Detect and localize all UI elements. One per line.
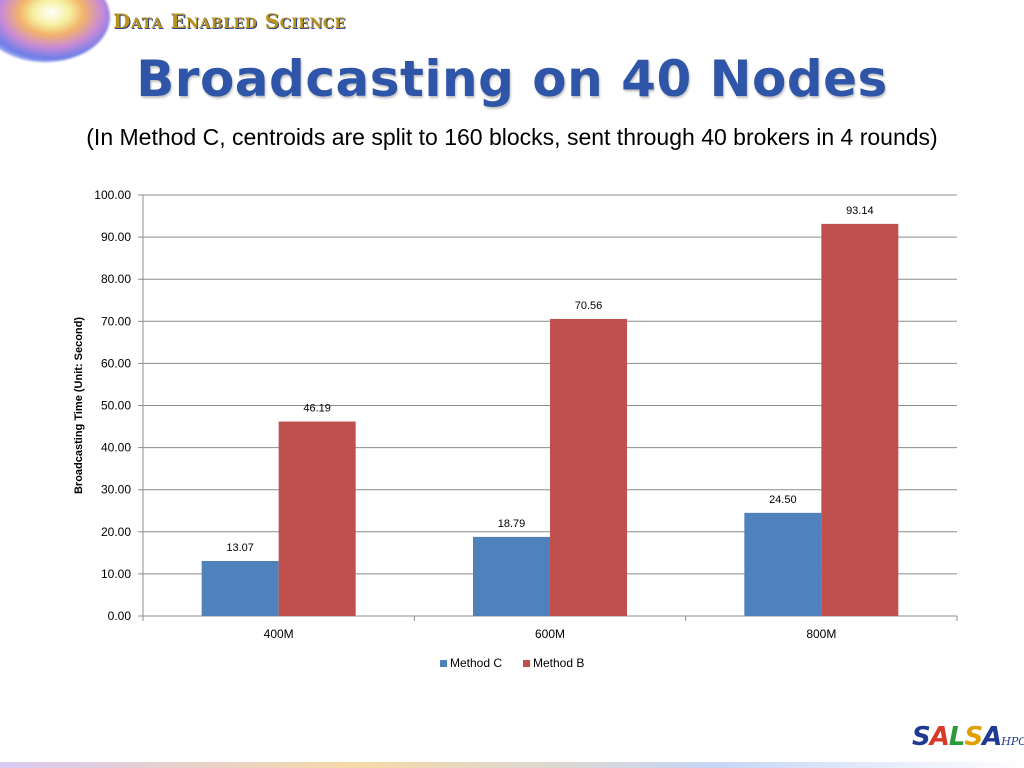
y-tick-label: 10.00: [101, 567, 131, 581]
y-tick-label: 90.00: [101, 230, 131, 244]
y-tick-label: 0.00: [108, 609, 132, 623]
logo-suffix: HPC: [1001, 735, 1024, 748]
slide-title: Broadcasting on 40 Nodes: [136, 50, 888, 108]
y-tick-label: 20.00: [101, 525, 131, 539]
y-tick-label: 50.00: [101, 399, 131, 413]
bottom-decorative-band: [0, 762, 1024, 768]
logo-letter: A: [982, 722, 1002, 752]
y-axis-title: Broadcasting Time (Unit: Second): [73, 317, 85, 494]
logo-letter: S: [912, 722, 931, 752]
x-tick-label: 400M: [264, 627, 294, 641]
brand-wordmark: Data Enabled Science: [113, 9, 346, 33]
y-tick-label: 40.00: [101, 441, 131, 455]
data-label: 70.56: [575, 300, 603, 312]
data-label: 18.79: [498, 518, 526, 530]
bar: [744, 512, 822, 616]
bar: [550, 318, 627, 616]
y-tick-label: 60.00: [101, 356, 131, 370]
legend-swatch: [440, 660, 447, 667]
salsa-hpc-logo: SALSAHPC: [912, 722, 1024, 752]
data-label: 13.07: [226, 542, 254, 554]
logo-letter: L: [948, 722, 966, 752]
logo-letter: A: [929, 722, 950, 752]
bar: [821, 223, 899, 616]
logo-letter: S: [964, 722, 983, 752]
slide-subtitle: (In Method C, centroids are split to 160…: [86, 124, 938, 150]
bar: [201, 560, 279, 616]
bar: [278, 421, 356, 616]
y-tick-label: 70.00: [101, 314, 131, 328]
data-label: 24.50: [769, 494, 797, 506]
y-tick-label: 100.00: [94, 188, 131, 202]
legend-label: Method B: [533, 656, 584, 670]
data-label: 93.14: [846, 205, 874, 217]
y-tick-label: 30.00: [101, 483, 131, 497]
y-tick-label: 80.00: [101, 272, 131, 286]
x-tick-label: 800M: [806, 627, 836, 641]
legend-label: Method C: [450, 656, 502, 670]
data-label: 46.19: [303, 403, 331, 415]
legend-swatch: [523, 660, 530, 667]
x-tick-label: 600M: [535, 627, 565, 641]
bar: [473, 536, 550, 616]
